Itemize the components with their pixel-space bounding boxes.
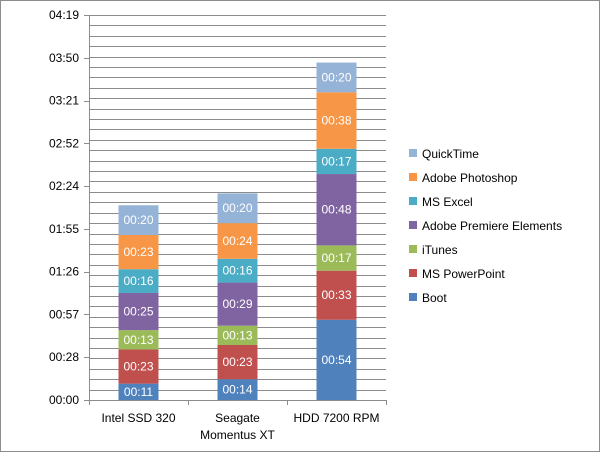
data-label: 00:20: [321, 70, 351, 84]
bar-segment: [217, 282, 258, 326]
data-label: 00:25: [123, 305, 153, 319]
bar-segment: [217, 325, 258, 345]
legend-label: QuickTime: [422, 147, 479, 161]
bar-segment: [316, 174, 357, 246]
data-label: 00:23: [222, 355, 252, 369]
bar-segment: [217, 379, 258, 400]
legend-label: MS PowerPoint: [422, 267, 505, 281]
legend-label: iTunes: [422, 243, 458, 257]
legend-label: Adobe Photoshop: [422, 171, 518, 185]
data-label: 00:29: [222, 297, 252, 311]
data-label: 00:13: [222, 328, 252, 342]
data-label: 00:24: [222, 234, 252, 248]
y-tick-label: 04:19: [49, 8, 79, 22]
legend-swatch: [409, 221, 417, 229]
legend-label: MS Excel: [422, 195, 473, 209]
bar-segment: [217, 345, 258, 380]
bar-segment: [316, 62, 357, 93]
bar-segment: [316, 245, 357, 271]
data-label: 00:13: [123, 333, 153, 347]
y-tick-label: 01:55: [49, 222, 79, 236]
x-category-label: Seagate: [215, 411, 260, 425]
x-category-label: Intel SSD 320: [101, 411, 175, 425]
legend-swatch: [409, 149, 417, 157]
data-label: 00:38: [321, 114, 351, 128]
data-label: 00:54: [321, 353, 351, 367]
y-tick-label: 02:52: [49, 136, 79, 150]
y-tick-label: 03:21: [49, 94, 79, 108]
data-label: 00:33: [321, 288, 351, 302]
bar-segment: [118, 205, 159, 235]
bar-segment: [118, 330, 159, 350]
bar-segment: [217, 258, 258, 283]
bar-segment: [316, 92, 357, 149]
data-label: 00:48: [321, 203, 351, 217]
data-label: 00:23: [123, 245, 153, 259]
bar-segment: [316, 270, 357, 320]
data-label: 00:17: [321, 251, 351, 265]
data-label: 00:16: [123, 274, 153, 288]
legend-label: Boot: [422, 291, 447, 305]
y-tick-label: 00:00: [49, 393, 79, 407]
bar-segment: [217, 223, 258, 259]
bar-segment: [118, 292, 159, 331]
data-label: 00:11: [124, 385, 153, 399]
y-tick-label: 00:28: [49, 350, 79, 364]
legend-swatch: [409, 197, 417, 205]
data-label: 00:14: [222, 383, 252, 397]
bar-segment: [316, 148, 357, 175]
bar-segment: [316, 319, 357, 400]
x-category-label: HDD 7200 RPM: [293, 411, 379, 425]
bar-segment: [118, 235, 159, 270]
x-category-label: Momentus XT: [200, 428, 275, 442]
legend-swatch: [409, 173, 417, 181]
data-label: 00:17: [321, 154, 351, 168]
legend-swatch: [409, 269, 417, 277]
legend-label: Adobe Premiere Elements: [422, 219, 562, 233]
y-tick-label: 01:26: [49, 265, 79, 279]
data-label: 00:20: [222, 201, 252, 215]
legend-swatch: [409, 293, 417, 301]
chart-frame: [0, 0, 600, 452]
bar-segment: [118, 269, 159, 293]
bar-segment: [118, 383, 159, 400]
y-tick-label: 00:57: [49, 307, 79, 321]
data-label: 00:23: [123, 360, 153, 374]
bar-segment: [118, 349, 159, 384]
data-label: 00:16: [222, 264, 252, 278]
data-label: 00:20: [123, 213, 153, 227]
y-tick-label: 02:24: [49, 179, 79, 193]
legend-swatch: [409, 245, 417, 253]
y-tick-label: 03:50: [49, 51, 79, 65]
bar-segment: [217, 193, 258, 224]
